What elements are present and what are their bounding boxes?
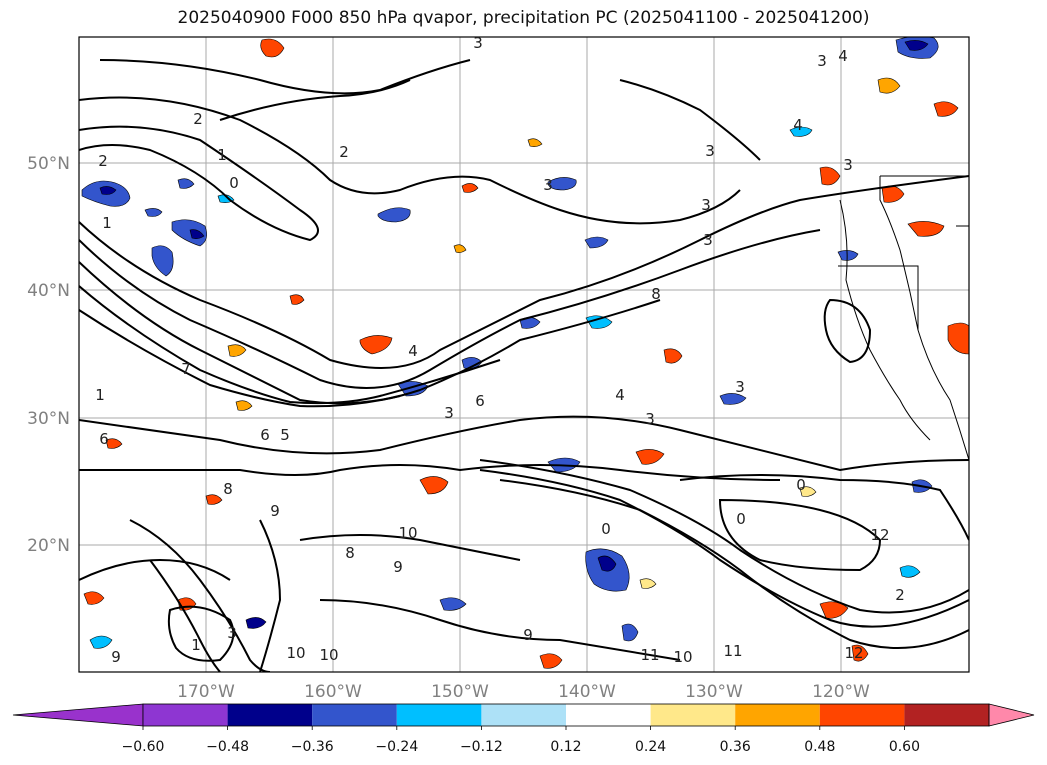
colorbar-segment: [566, 704, 651, 726]
colorbar-segment: [481, 704, 566, 726]
contour-label: 1: [95, 386, 105, 404]
contour-label: 6: [99, 430, 109, 448]
lat-tick-label: 40°N: [27, 281, 70, 301]
contour-label: 2: [339, 143, 349, 161]
contour-label: 11: [640, 646, 659, 664]
contour-label: 0: [601, 520, 611, 538]
contour-label: 12: [870, 526, 889, 544]
contour-label: 7: [181, 360, 191, 378]
contour-label: 9: [111, 648, 121, 666]
colorbar-tick-label: −0.12: [460, 739, 503, 755]
colorbar-tick-label: 0.48: [804, 739, 835, 755]
contour-label: 3: [735, 378, 745, 396]
lat-tick-label: 30°N: [27, 409, 70, 429]
contour-label: 4: [408, 342, 418, 360]
contour-label: 11: [723, 642, 742, 660]
contour-label: 1: [102, 214, 112, 232]
contour-label: 4: [615, 386, 625, 404]
lon-tick-label: 130°W: [685, 682, 743, 702]
lat-tick-label: 50°N: [27, 154, 70, 174]
contour-label: 3: [817, 52, 827, 70]
contour-label: 1: [191, 636, 201, 654]
colorbar-tick-label: −0.36: [291, 739, 334, 755]
colorbar-high-extend: [988, 703, 1035, 727]
lon-tick-label: 150°W: [431, 682, 489, 702]
contour-label: 2: [98, 152, 108, 170]
contour-label: 10: [286, 644, 305, 662]
contour-label: 3: [645, 410, 655, 428]
colorbar-tick-label: −0.24: [375, 739, 418, 755]
colorbar: −0.60 −0.48 −0.36 −0.24 −0.12 0.12 0.24 0.36 0.4…: [12, 703, 1035, 755]
contour-label: 3: [227, 624, 237, 642]
colorbar-segment: [819, 704, 905, 726]
colorbar-segment: [650, 704, 736, 726]
contour-label: 10: [319, 646, 338, 664]
colorbar-tick-label: −0.60: [122, 739, 165, 755]
contour-label: 0: [736, 510, 746, 528]
contour-label: 3: [705, 142, 715, 160]
contour-label: 1: [217, 146, 227, 164]
colorbar-tick-label: 0.36: [720, 739, 751, 755]
contour-label: 3: [473, 34, 483, 52]
contour-label: 8: [345, 544, 355, 562]
lon-tick-label: 120°W: [812, 682, 870, 702]
contour-label: 12: [844, 644, 863, 662]
map-frame: [78, 36, 970, 673]
contour-label: 10: [673, 648, 692, 666]
contour-label: 9: [393, 558, 403, 576]
map-area: [79, 37, 969, 672]
lat-tick-label: 20°N: [27, 536, 70, 556]
contour-label: 3: [843, 156, 853, 174]
contour-label: 6: [260, 426, 270, 444]
contour-label: 2: [895, 586, 905, 604]
contour-label: 9: [270, 502, 280, 520]
colorbar-tick-label: 0.24: [635, 739, 666, 755]
contour-label: 6: [475, 392, 485, 410]
contour-label: 3: [703, 231, 713, 249]
lat-tick-labels: 50°N 40°N 30°N 20°N: [27, 154, 70, 556]
colorbar-segment: [396, 704, 482, 726]
coastlines: [838, 175, 969, 461]
contour-label: 4: [838, 47, 848, 65]
contour-label: 0: [796, 476, 806, 494]
contour-label: 4: [793, 116, 803, 134]
contour-label: 3: [444, 404, 454, 422]
contour-label: 8: [651, 285, 661, 303]
lon-tick-label: 140°W: [558, 682, 616, 702]
contour-label: 3: [543, 176, 553, 194]
map-title: 2025040900 F000 850 hPa qvapor, precipit…: [177, 8, 870, 28]
lon-tick-label: 160°W: [304, 682, 362, 702]
contour-label: 8: [223, 480, 233, 498]
lon-tick-labels: 170°W 160°W 150°W 140°W 130°W 120°W: [177, 682, 870, 702]
colorbar-segment: [904, 704, 989, 726]
colorbar-tick-label: 0.60: [889, 739, 920, 755]
colorbar-low-extend: [12, 703, 144, 727]
qvapor-contours: [79, 59, 969, 672]
contour-label: 3: [701, 196, 711, 214]
contour-label: 2: [193, 110, 203, 128]
contour-label: 10: [398, 524, 417, 542]
colorbar-segment: [143, 704, 228, 726]
colorbar-tick-label: −0.48: [206, 739, 249, 755]
contour-label: 5: [280, 426, 290, 444]
contour-label: 0: [229, 174, 239, 192]
colorbar-segment: [312, 704, 397, 726]
colorbar-tick-label: 0.12: [550, 739, 581, 755]
lon-tick-label: 170°W: [177, 682, 235, 702]
colorbar-segment: [735, 704, 820, 726]
contour-label: 9: [523, 626, 533, 644]
colorbar-segment: [227, 704, 313, 726]
